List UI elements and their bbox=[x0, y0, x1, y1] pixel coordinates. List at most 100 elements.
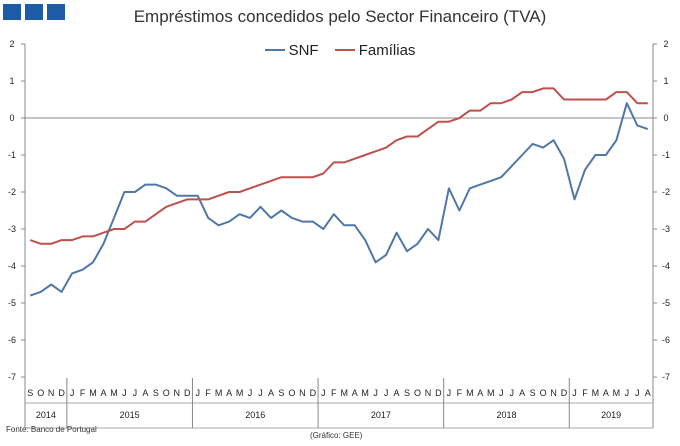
y-tick-label-left: -6 bbox=[8, 335, 16, 345]
x-year-label: 2014 bbox=[36, 410, 56, 420]
legend-swatch-familias bbox=[334, 49, 355, 51]
x-month-label: A bbox=[268, 388, 274, 398]
x-month-label: M bbox=[215, 388, 223, 398]
x-month-label: J bbox=[133, 388, 138, 398]
x-month-label: J bbox=[373, 388, 378, 398]
x-month-label: N bbox=[48, 388, 55, 398]
x-month-label: S bbox=[530, 388, 536, 398]
x-month-label: M bbox=[340, 388, 348, 398]
x-month-label: A bbox=[645, 388, 651, 398]
credit-note: (Gráfico: GEE) bbox=[310, 431, 363, 440]
legend-label-snf: SNF bbox=[288, 41, 319, 59]
x-month-label: S bbox=[278, 388, 284, 398]
x-month-label: J bbox=[625, 388, 630, 398]
x-month-label: M bbox=[89, 388, 97, 398]
x-month-label: O bbox=[540, 388, 547, 398]
x-month-label: N bbox=[425, 388, 432, 398]
x-month-label: J bbox=[447, 388, 452, 398]
x-month-label: O bbox=[37, 388, 44, 398]
y-tick-label-left: 2 bbox=[9, 39, 14, 49]
x-month-label: J bbox=[70, 388, 75, 398]
x-month-label: A bbox=[394, 388, 400, 398]
x-month-label: F bbox=[205, 388, 211, 398]
legend-swatch-snf bbox=[264, 49, 285, 51]
y-tick-label-left: -3 bbox=[8, 224, 16, 234]
x-month-label: A bbox=[226, 388, 232, 398]
y-tick-label-right: 1 bbox=[663, 76, 668, 86]
y-tick-label-left: -7 bbox=[8, 372, 16, 382]
y-tick-label-right: -2 bbox=[662, 187, 670, 197]
source-note: Fonte: Banco de Portugal bbox=[6, 425, 97, 434]
x-year-label: 2016 bbox=[245, 410, 265, 420]
x-month-label: D bbox=[561, 388, 568, 398]
x-month-label: A bbox=[100, 388, 106, 398]
x-month-label: M bbox=[361, 388, 369, 398]
x-month-label: J bbox=[509, 388, 514, 398]
x-month-label: D bbox=[58, 388, 65, 398]
x-month-label: O bbox=[288, 388, 295, 398]
x-month-label: J bbox=[195, 388, 200, 398]
y-tick-label-right: -7 bbox=[662, 372, 670, 382]
x-month-label: J bbox=[248, 388, 253, 398]
x-month-label: A bbox=[477, 388, 483, 398]
x-month-label: S bbox=[404, 388, 410, 398]
x-month-label: J bbox=[258, 388, 263, 398]
chart-legend: SNF Famílias bbox=[0, 38, 680, 59]
x-month-label: J bbox=[572, 388, 577, 398]
x-month-label: M bbox=[613, 388, 621, 398]
legend-label-familias: Famílias bbox=[358, 41, 416, 59]
y-tick-label-left: -1 bbox=[8, 150, 16, 160]
x-year-label: 2019 bbox=[601, 410, 621, 420]
y-tick-label-left: -2 bbox=[8, 187, 16, 197]
y-tick-label-right: -4 bbox=[662, 261, 670, 271]
legend-item-snf: SNF bbox=[264, 41, 319, 59]
x-month-label: M bbox=[236, 388, 244, 398]
x-year-label: 2018 bbox=[496, 410, 516, 420]
x-year-label: 2017 bbox=[371, 410, 391, 420]
x-year-label: 2015 bbox=[120, 410, 140, 420]
x-month-label: A bbox=[142, 388, 148, 398]
legend-item-familias: Famílias bbox=[334, 41, 416, 59]
x-month-label: J bbox=[321, 388, 326, 398]
y-tick-label-right: 2 bbox=[663, 39, 668, 49]
x-month-label: J bbox=[499, 388, 504, 398]
x-month-label: J bbox=[122, 388, 127, 398]
chart-title: Empréstimos concedidos pelo Sector Finan… bbox=[133, 7, 547, 26]
x-month-label: F bbox=[582, 388, 588, 398]
y-tick-label-right: 0 bbox=[663, 113, 668, 123]
y-tick-label-right: -3 bbox=[662, 224, 670, 234]
x-month-label: O bbox=[163, 388, 170, 398]
x-month-label: M bbox=[487, 388, 495, 398]
x-month-label: M bbox=[466, 388, 474, 398]
y-tick-label-left: 0 bbox=[9, 113, 14, 123]
x-month-label: O bbox=[414, 388, 421, 398]
x-month-label: N bbox=[550, 388, 557, 398]
x-month-label: F bbox=[331, 388, 337, 398]
x-month-label: S bbox=[153, 388, 159, 398]
series-line-famlias bbox=[29, 87, 648, 245]
y-tick-label-right: -6 bbox=[662, 335, 670, 345]
x-month-label: N bbox=[174, 388, 181, 398]
x-month-label: D bbox=[435, 388, 442, 398]
x-month-label: F bbox=[80, 388, 86, 398]
x-month-label: J bbox=[635, 388, 640, 398]
x-month-label: D bbox=[184, 388, 191, 398]
x-month-label: S bbox=[27, 388, 33, 398]
y-tick-label-right: -1 bbox=[662, 150, 670, 160]
gee-logo bbox=[3, 4, 65, 20]
x-month-label: A bbox=[519, 388, 525, 398]
y-tick-label-left: 1 bbox=[9, 76, 14, 86]
x-month-label: M bbox=[592, 388, 600, 398]
x-month-label: N bbox=[299, 388, 306, 398]
x-month-label: D bbox=[310, 388, 317, 398]
x-month-label: A bbox=[352, 388, 358, 398]
x-month-label: A bbox=[603, 388, 609, 398]
series-line-snf bbox=[29, 102, 649, 297]
x-month-label: J bbox=[384, 388, 389, 398]
x-month-label: M bbox=[110, 388, 118, 398]
x-month-label: F bbox=[457, 388, 463, 398]
y-tick-label-left: -5 bbox=[8, 298, 16, 308]
y-tick-label-right: -5 bbox=[662, 298, 670, 308]
y-tick-label-left: -4 bbox=[8, 261, 16, 271]
